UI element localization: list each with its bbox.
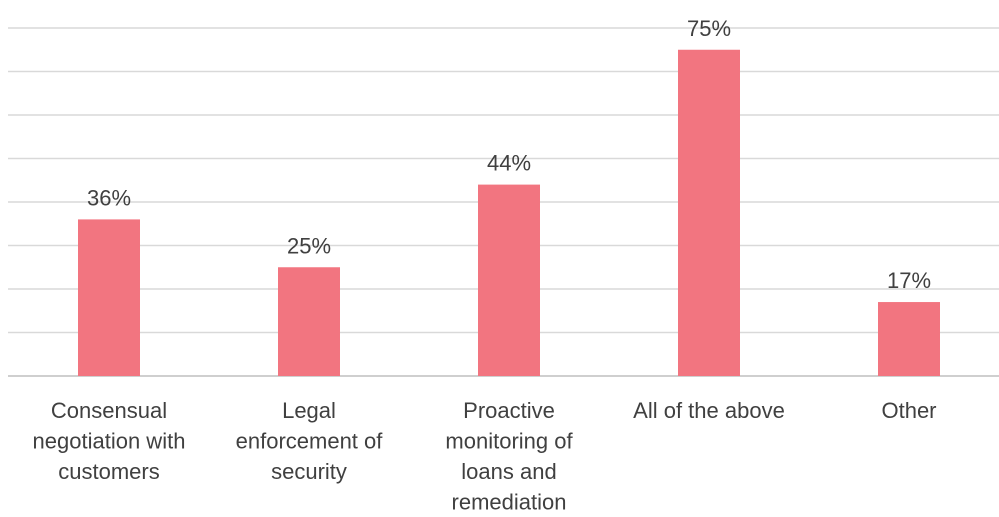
- category-label: All of the above: [633, 398, 785, 423]
- bar: [678, 49, 740, 376]
- category-label-line: customers: [58, 459, 159, 484]
- bar: [78, 219, 140, 376]
- category-label-line: negotiation with: [33, 429, 186, 454]
- category-label-line: remediation: [452, 490, 567, 515]
- data-label: 44%: [487, 151, 531, 176]
- category-label-line: loans and: [461, 459, 556, 484]
- category-label-line: monitoring of: [445, 429, 573, 454]
- category-label-line: Legal: [282, 398, 336, 423]
- category-label: Legal enforcement of security: [236, 398, 384, 484]
- category-label-line: enforcement of: [236, 429, 384, 454]
- bar-layer: [78, 49, 940, 376]
- data-label: 25%: [287, 233, 331, 258]
- category-label: Proactive monitoring of loans and remediati…: [445, 398, 573, 515]
- bar: [478, 184, 540, 376]
- data-label: 17%: [887, 268, 931, 293]
- data-label: 75%: [687, 16, 731, 41]
- label-layer: 36% 25% 44% 75% 17%: [87, 16, 931, 293]
- data-label: 36%: [87, 185, 131, 210]
- category-layer: Consensual negotiation with customers Legal…: [33, 398, 937, 515]
- bar: [878, 302, 940, 376]
- category-label: Consensual negotiation with customers: [33, 398, 186, 484]
- bar: [278, 267, 340, 376]
- category-label: Other: [881, 398, 936, 423]
- category-label-line: Other: [881, 398, 936, 423]
- category-label-line: security: [271, 459, 347, 484]
- category-label-line: Consensual: [51, 398, 167, 423]
- category-label-line: All of the above: [633, 398, 785, 423]
- category-label-line: Proactive: [463, 398, 555, 423]
